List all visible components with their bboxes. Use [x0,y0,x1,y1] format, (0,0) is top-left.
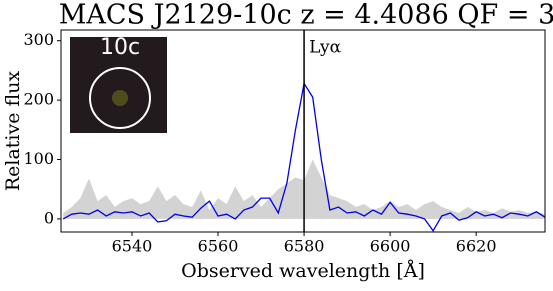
x-tick-label: 6540 [112,237,153,256]
y-tick-label: 300 [23,30,54,49]
y-axis-label: Relative flux [2,71,24,192]
y-tick-label: 100 [23,149,54,168]
x-axis-label: Observed wavelength [Å] [181,260,425,282]
x-tick-label: 6560 [198,237,239,256]
inset-image [70,37,167,133]
x-tick-label: 6620 [456,237,497,256]
reference-label: Lyα [309,38,342,58]
x-tick-label: 6600 [370,237,411,256]
chart-title: MACS J2129-10c z = 4.4086 QF = 3 [59,0,553,31]
y-tick-label: 0 [44,208,54,227]
inset-label: 10c [100,35,140,60]
inset-source [112,90,128,106]
y-tick-label: 200 [23,90,54,109]
inset-circle [89,67,151,129]
plot-frame [60,29,546,233]
x-tick-label: 6580 [284,237,325,256]
